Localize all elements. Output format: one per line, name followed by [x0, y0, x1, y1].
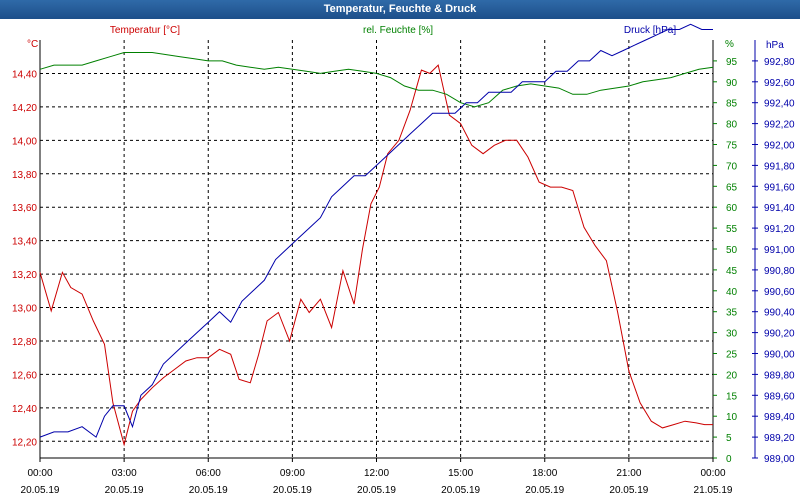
pressure-tick-label: 992,40 [764, 99, 795, 110]
pressure-tick-label: 989,60 [764, 391, 795, 402]
temperature-tick-label: 13,60 [12, 203, 37, 214]
pressure-tick-label: 990,60 [764, 287, 795, 298]
humidity-axis-title: rel. Feuchte [%] [363, 25, 433, 36]
humidity-tick-label: 25 [726, 350, 738, 361]
series-line-humidity [39, 52, 714, 108]
pressure-tick-label: 990,40 [764, 308, 795, 319]
humidity-tick-label: 45 [726, 266, 738, 277]
series-layer [39, 23, 714, 447]
pressure-tick-label: 991,20 [764, 224, 795, 235]
x-tick-time: 00:00 [27, 468, 52, 479]
humidity-tick-label: 85 [726, 99, 738, 110]
temperature-unit-label: °C [27, 39, 38, 50]
humidity-tick-label: 95 [726, 57, 738, 68]
x-tick-time: 09:00 [280, 468, 305, 479]
humidity-tick-label: 70 [726, 161, 738, 172]
x-tick-time: 03:00 [112, 468, 137, 479]
humidity-tick-label: 35 [726, 308, 738, 319]
humidity-tick-label: 0 [726, 454, 732, 465]
temperature-tick-label: 14,40 [12, 69, 37, 80]
humidity-tick-label: 80 [726, 120, 738, 131]
x-tick-date: 20.05.19 [609, 485, 648, 496]
temperature-tick-label: 13,20 [12, 270, 37, 281]
humidity-tick-label: 55 [726, 224, 738, 235]
pressure-tick-label: 991,00 [764, 245, 795, 256]
humidity-tick-label: 20 [726, 370, 738, 381]
x-tick-date: 20.05.19 [189, 485, 228, 496]
x-tick-date: 21.05.19 [694, 485, 733, 496]
x-tick-date: 20.05.19 [21, 485, 60, 496]
x-tick-date: 20.05.19 [105, 485, 144, 496]
x-tick-time: 18:00 [532, 468, 557, 479]
x-tick-time: 12:00 [364, 468, 389, 479]
pressure-tick-label: 992,00 [764, 141, 795, 152]
humidity-tick-label: 60 [726, 203, 738, 214]
temperature-axis-title: Temperatur [°C] [110, 25, 180, 36]
pressure-tick-label: 992,60 [764, 78, 795, 89]
humidity-tick-label: 40 [726, 287, 738, 298]
pressure-tick-label: 991,60 [764, 182, 795, 193]
pressure-unit-label: hPa [766, 40, 784, 51]
pressure-tick-label: 990,80 [764, 266, 795, 277]
temperature-tick-label: 14,20 [12, 103, 37, 114]
x-tick-time: 06:00 [196, 468, 221, 479]
temperature-tick-label: 13,40 [12, 237, 37, 248]
window-title: Temperatur, Feuchte & Druck [0, 0, 800, 19]
humidity-tick-label: 30 [726, 329, 738, 340]
humidity-tick-label: 50 [726, 245, 738, 256]
x-tick-time: 00:00 [700, 468, 725, 479]
humidity-unit-label: % [725, 39, 734, 50]
pressure-tick-label: 990,20 [764, 329, 795, 340]
pressure-tick-label: 989,80 [764, 370, 795, 381]
pressure-tick-label: 989,40 [764, 412, 795, 423]
humidity-tick-label: 65 [726, 182, 738, 193]
x-tick-date: 20.05.19 [273, 485, 312, 496]
series-line-temperature [39, 64, 713, 447]
x-tick-date: 20.05.19 [441, 485, 480, 496]
temperature-tick-label: 13,80 [12, 170, 37, 181]
x-tick-time: 21:00 [616, 468, 641, 479]
pressure-tick-label: 992,20 [764, 120, 795, 131]
temperature-tick-label: 14,00 [12, 136, 37, 147]
pressure-tick-label: 992,80 [764, 57, 795, 68]
grid [39, 40, 714, 459]
x-tick-date: 20.05.19 [357, 485, 396, 496]
pressure-tick-label: 991,40 [764, 203, 795, 214]
humidity-tick-label: 5 [726, 433, 732, 444]
humidity-tick-label: 10 [726, 412, 738, 423]
x-tick-time: 15:00 [448, 468, 473, 479]
pressure-tick-label: 989,00 [764, 454, 795, 465]
series-line-pressure [39, 23, 713, 438]
pressure-tick-label: 989,20 [764, 433, 795, 444]
temperature-tick-label: 12,40 [12, 404, 37, 415]
x-tick-date: 20.05.19 [525, 485, 564, 496]
temperature-tick-label: 13,00 [12, 304, 37, 315]
humidity-tick-label: 90 [726, 78, 738, 89]
pressure-tick-label: 991,80 [764, 161, 795, 172]
pressure-tick-label: 990,00 [764, 350, 795, 361]
pressure-axis-title: Druck [hPa] [624, 25, 676, 36]
humidity-tick-label: 15 [726, 391, 738, 402]
temperature-tick-label: 12,60 [12, 370, 37, 381]
temperature-tick-label: 12,20 [12, 437, 37, 448]
humidity-tick-label: 75 [726, 141, 738, 152]
temperature-tick-label: 12,80 [12, 337, 37, 348]
ticks-layer: °C Temperatur [°C] rel. Feuchte [%] Druck [… [12, 25, 795, 496]
